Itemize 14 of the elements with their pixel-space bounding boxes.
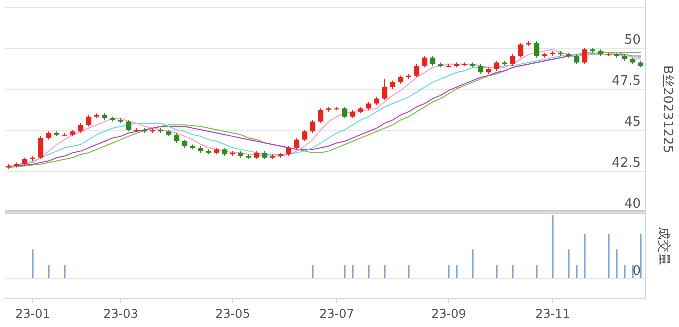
y-tick-label: 45 [624,115,641,130]
y-tick-label: 42.5 [612,156,641,171]
annotation: 0 [632,264,641,279]
y-tick-label: 40 [624,197,641,212]
y-tick-label: 47.5 [612,74,641,89]
y-axis-title: B丝20231225 [660,65,675,154]
x-tick-label: 23-03 [104,307,138,321]
x-tick-label: 23-05 [216,307,250,321]
x-tick-label: 23-09 [432,307,466,321]
x-tick-label: 23-01 [16,307,50,321]
y-tick-label: 50 [624,33,641,48]
x-tick-label: 23-07 [320,307,354,321]
x-tick-label: 23-11 [536,307,570,321]
y-axis-title: 成交量 [656,227,672,266]
